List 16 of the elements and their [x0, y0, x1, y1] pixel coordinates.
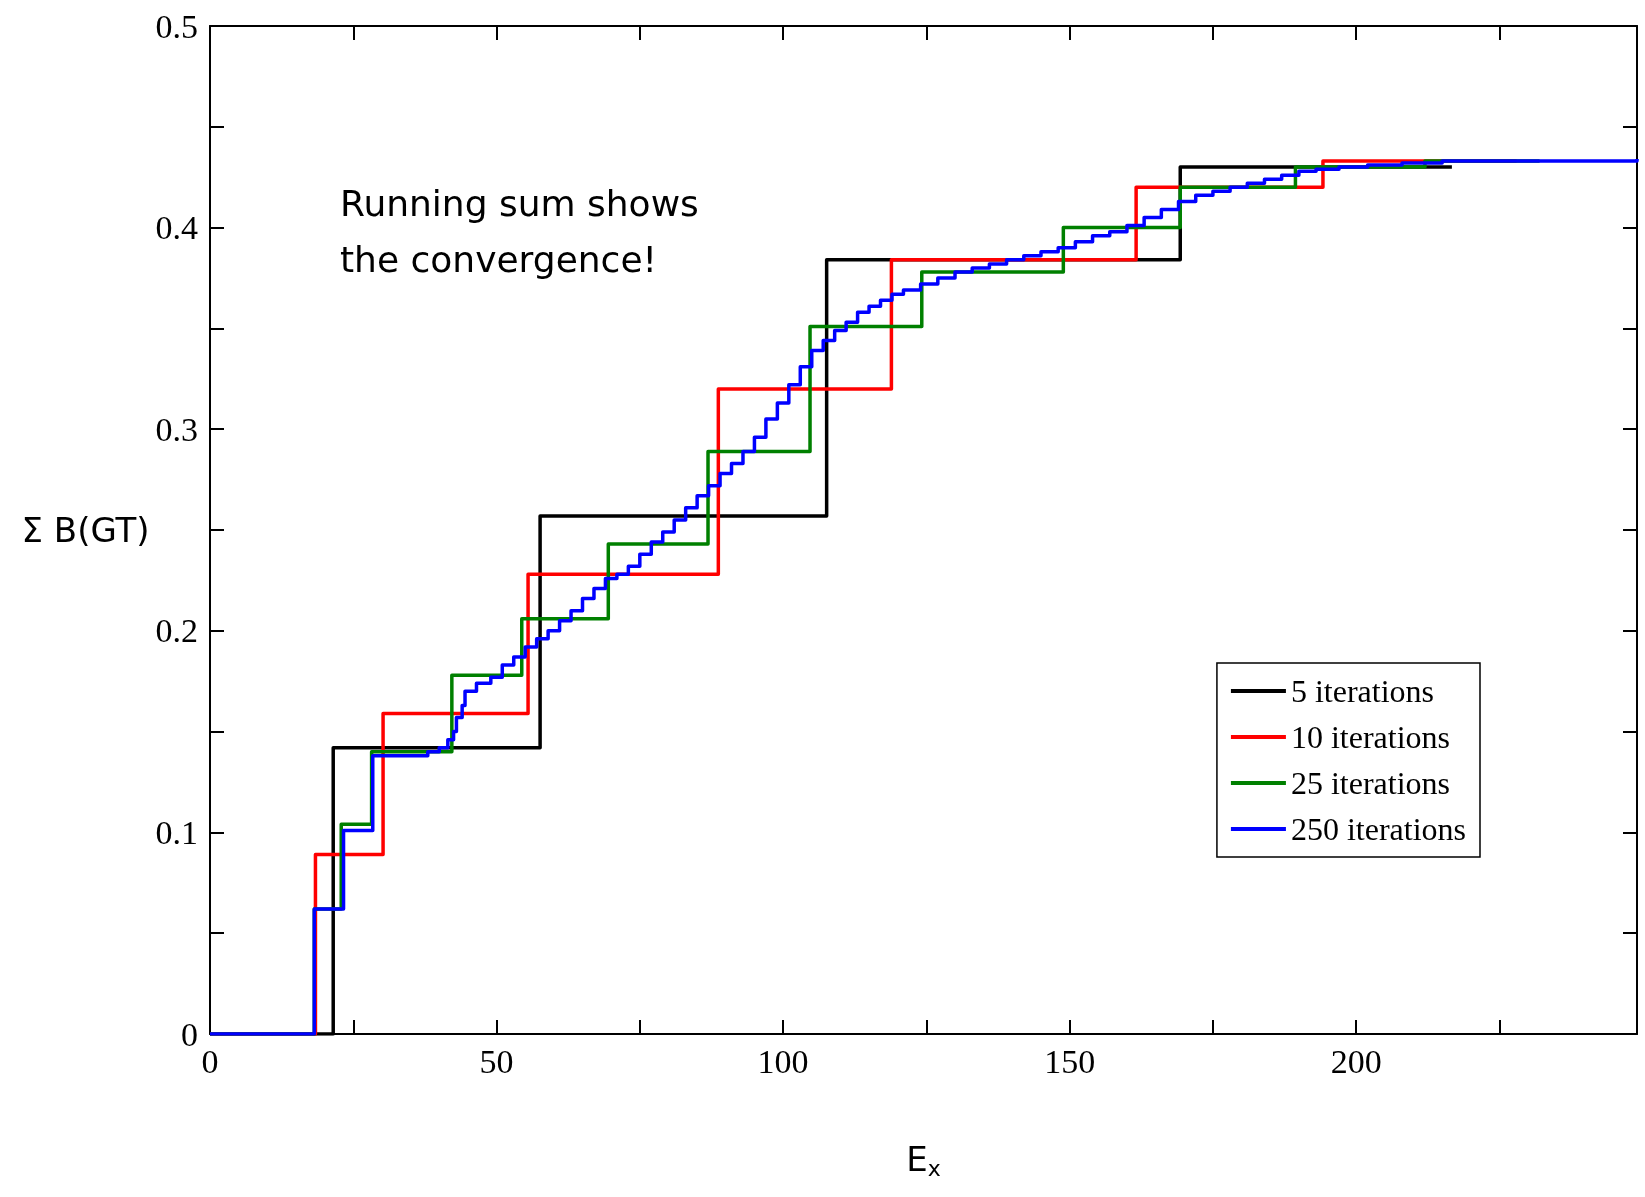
x-tick-label: 50: [479, 1042, 514, 1080]
x-tick-label: 100: [757, 1042, 809, 1080]
y-tick-label: 0.4: [155, 209, 198, 247]
y-tick-label: 0: [181, 1015, 198, 1053]
y-tick-label: 0.2: [155, 612, 198, 650]
y-tick-label: 0.1: [155, 813, 198, 851]
x-tick-label: 150: [1044, 1042, 1096, 1080]
legend-label: 5 iterations: [1290, 673, 1434, 709]
y-tick-label: 0.5: [155, 7, 198, 45]
legend-label: 10 iterations: [1290, 719, 1450, 755]
annotation: Running sum shows the convergence!: [340, 182, 699, 280]
y-tick-label: 0.3: [155, 410, 198, 448]
legend-label: 250 iterations: [1290, 811, 1466, 847]
legend-label: 25 iterations: [1290, 765, 1450, 801]
x-tick-label: 200: [1330, 1042, 1382, 1080]
y-axis-title: Σ B(GT): [21, 510, 150, 550]
